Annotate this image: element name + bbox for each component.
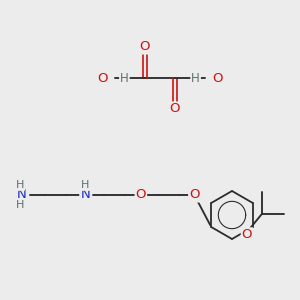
Text: O: O — [98, 71, 108, 85]
Text: H: H — [16, 180, 24, 190]
Text: H: H — [81, 180, 89, 190]
Text: O: O — [170, 103, 180, 116]
Text: H: H — [120, 71, 129, 85]
Text: N: N — [80, 188, 90, 202]
Text: O: O — [189, 188, 200, 202]
Text: O: O — [242, 228, 252, 241]
Text: N: N — [17, 188, 27, 202]
Text: O: O — [136, 188, 146, 202]
Text: O: O — [212, 71, 223, 85]
Text: O: O — [140, 40, 150, 53]
Text: H: H — [16, 200, 24, 210]
Text: H: H — [191, 71, 200, 85]
